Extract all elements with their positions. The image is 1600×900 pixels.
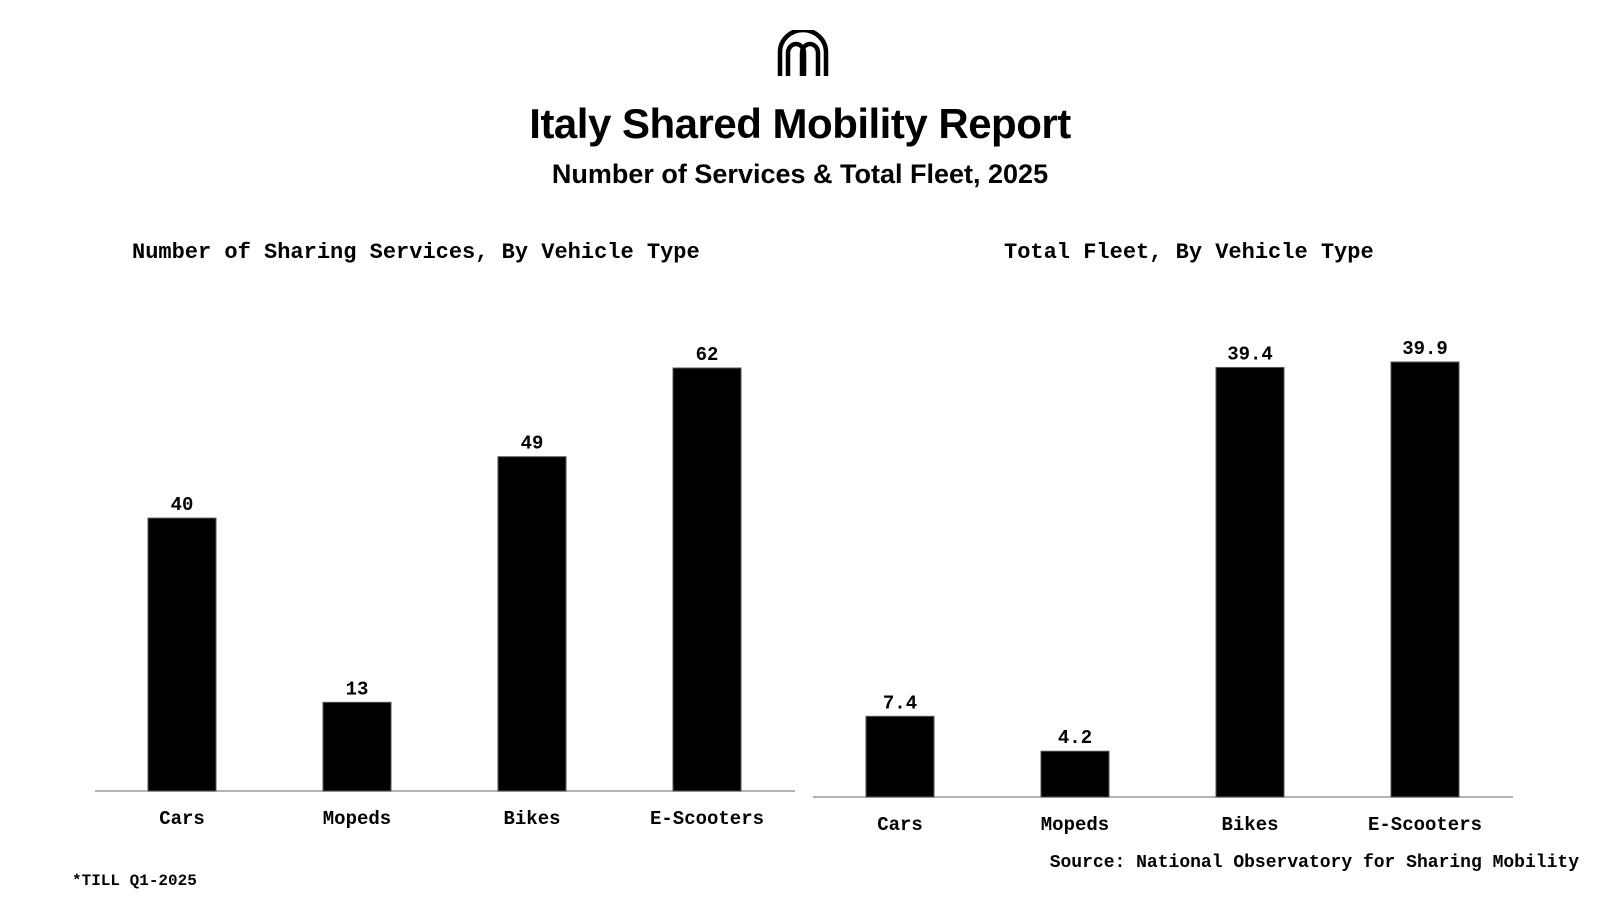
services-bar-e-scooters [672,367,742,792]
page-subtitle: Number of Services & Total Fleet, 2025 [551,159,1049,189]
fleet-bar-bikes [1215,366,1285,798]
fleet-value-label-e-scooters: 39.9 [1402,338,1448,360]
services-value-label-cars: 40 [171,494,194,516]
services-value-label-e-scooters: 62 [696,344,719,366]
services-bar-mopeds [322,701,392,792]
fleet-value-label-bikes: 39.4 [1227,343,1273,365]
fleet-category-label-e-scooters: E-Scooters [1368,814,1482,836]
fleet-value-label-cars: 7.4 [883,692,917,714]
chart-title-fleet: Total Fleet, By Vehicle Type [1004,240,1374,265]
services-bar-cars [147,517,217,792]
brand-logo-icon [777,30,829,76]
fleet-bar-mopeds [1040,750,1110,798]
services-bar-bikes [497,456,567,792]
fleet-value-label-mopeds: 4.2 [1058,727,1092,749]
services-category-label-bikes: Bikes [503,808,560,830]
fleet-category-label-cars: Cars [877,814,923,836]
source-note: Source: National Observatory for Sharing… [1049,853,1579,873]
fleet-category-label-mopeds: Mopeds [1041,814,1109,836]
footnote: *TILL Q1-2025 [72,872,197,890]
page-title: Italy Shared Mobility Report [529,100,1071,147]
services-value-label-mopeds: 13 [346,678,369,700]
fleet-bar-e-scooters [1390,361,1460,798]
services-category-label-mopeds: Mopeds [323,808,391,830]
services-category-label-e-scooters: E-Scooters [650,808,764,830]
fleet-category-label-bikes: Bikes [1221,814,1278,836]
fleet-bar-cars [865,715,935,798]
services-category-label-cars: Cars [159,808,205,830]
chart-title-services: Number of Sharing Services, By Vehicle T… [132,240,700,265]
services-value-label-bikes: 49 [521,433,544,455]
